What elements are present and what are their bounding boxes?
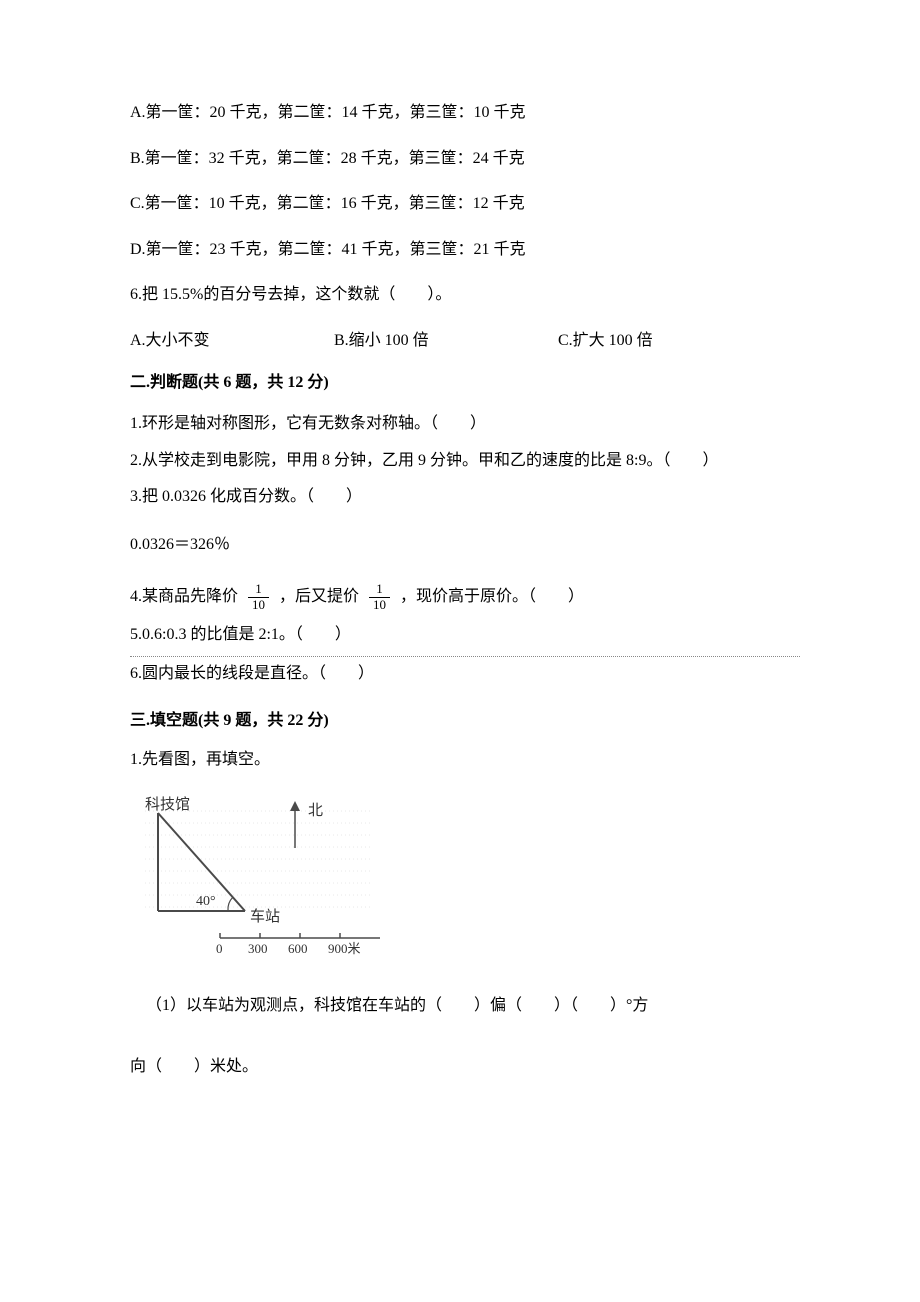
judge-q3-sub: 0.0326＝326％ — [130, 530, 800, 560]
north-label: 北 — [308, 802, 323, 819]
fill-q1: 1.先看图，再填空。 — [130, 747, 800, 773]
option-a: A.第一筐：20 千克，第二筐：14 千克，第三筐：10 千克 — [130, 100, 800, 126]
dotted-separator — [130, 656, 800, 657]
scale-300: 300 — [248, 941, 268, 956]
scale-600: 600 — [288, 941, 308, 956]
judge-q5: 5.0.6:0.3 的比值是 2:1。（ ） — [130, 620, 800, 650]
q4-prefix: 4.某商品先降价 — [130, 588, 238, 605]
fraction-2-den: 10 — [369, 598, 390, 612]
fraction-2-num: 1 — [369, 582, 390, 597]
fill-blank-1b: 向（ ）米处。 — [130, 1054, 800, 1080]
option-b: B.第一筐：32 千克，第二筐：28 千克，第三筐：24 千克 — [130, 146, 800, 172]
judge-q2: 2.从学校走到电影院，甲用 8 分钟，乙用 9 分钟。甲和乙的速度的比是 8:9… — [130, 446, 800, 476]
q4-mid: ，后又提价 — [279, 588, 359, 605]
judge-q3: 3.把 0.0326 化成百分数。（ ） — [130, 482, 800, 512]
judge-q4: 4.某商品先降价 1 10 ，后又提价 1 10 ，现价高于原价。（ ） — [130, 579, 800, 614]
question-6-options: A.大小不变 B.缩小 100 倍 C.扩大 100 倍 — [130, 328, 800, 354]
direction-diagram: 北 科技馆 40° 车站 0 300 600 900米 — [130, 793, 390, 963]
diagram-container: 北 科技馆 40° 车站 0 300 600 900米 — [130, 793, 390, 963]
option-d: D.第一筐：23 千克，第二筐：41 千克，第三筐：21 千克 — [130, 237, 800, 263]
judge-q1: 1.环形是轴对称图形，它有无数条对称轴。（ ） — [130, 409, 800, 439]
fraction-1: 1 10 — [248, 582, 269, 612]
fraction-1-num: 1 — [248, 582, 269, 597]
question-6: 6.把 15.5%的百分号去掉，这个数就（ ）。 — [130, 282, 800, 308]
section-2-header: 二.判断题(共 6 题，共 12 分) — [130, 370, 800, 396]
judge-q6: 6.圆内最长的线段是直径。（ ） — [130, 659, 800, 689]
option-c: C.第一筐：10 千克，第二筐：16 千克，第三筐：12 千克 — [130, 191, 800, 217]
scale-0: 0 — [216, 941, 223, 956]
fill-blank-1a: （1）以车站为观测点，科技馆在车站的（ ）偏（ ）（ ）°方 — [130, 993, 800, 1019]
q4-suffix: ，现价高于原价。（ ） — [400, 588, 584, 605]
tech-label: 科技馆 — [145, 796, 190, 813]
q6-option-c: C.扩大 100 倍 — [558, 328, 653, 354]
q6-option-a: A.大小不变 — [130, 328, 330, 354]
fraction-1-den: 10 — [248, 598, 269, 612]
scale-900: 900米 — [328, 941, 361, 956]
fraction-2: 1 10 — [369, 582, 390, 612]
station-label: 车站 — [250, 908, 280, 925]
angle-label: 40° — [196, 894, 216, 909]
section-3-header: 三.填空题(共 9 题，共 22 分) — [130, 708, 800, 734]
q6-option-b: B.缩小 100 倍 — [334, 328, 554, 354]
